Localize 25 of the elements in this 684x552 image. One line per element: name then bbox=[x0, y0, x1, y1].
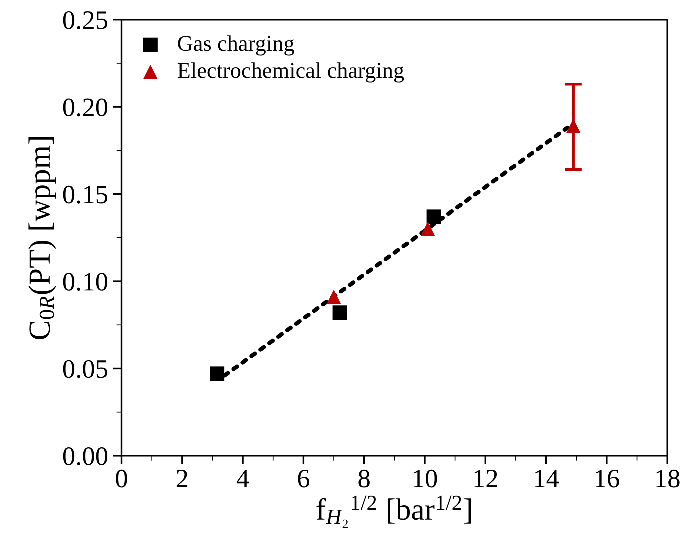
point bbox=[420, 222, 436, 236]
y-tick-label: 0.20 bbox=[63, 98, 108, 117]
y-tick-label: 0.10 bbox=[63, 273, 108, 292]
x-tick-label: 12 bbox=[474, 470, 498, 488]
y-axis-title: C$_{0R}$(PT) [wppm] bbox=[28, 138, 56, 340]
y-tick-label: 0.05 bbox=[63, 360, 108, 378]
x-tick-label: 4 bbox=[236, 470, 250, 488]
x-tick-label: 6 bbox=[298, 470, 310, 488]
y-tick-label: 0.00 bbox=[63, 448, 108, 466]
y-tick-label: 0.15 bbox=[63, 186, 108, 204]
x-axis-title: f$_{H₂}$$^{1/2}$ [bar$^{1/2}$] bbox=[316, 496, 472, 528]
x-tick-label: 2 bbox=[176, 470, 188, 488]
legend-label: Electrochemical charging bbox=[178, 62, 404, 83]
x-tick-label: 0 bbox=[116, 470, 128, 488]
x-tick-label: 8 bbox=[358, 470, 370, 488]
point bbox=[332, 306, 348, 320]
point bbox=[426, 210, 442, 224]
legend-label: Gas charging bbox=[178, 36, 294, 56]
x-tick-label: 16 bbox=[596, 470, 620, 488]
y-tick-label: 0.25 bbox=[63, 11, 108, 30]
x-tick-label: 14 bbox=[535, 470, 560, 488]
x-tick-label: 10 bbox=[414, 470, 438, 488]
point bbox=[210, 366, 225, 382]
x-tick-label: 18 bbox=[656, 470, 680, 488]
point bbox=[326, 290, 342, 305]
